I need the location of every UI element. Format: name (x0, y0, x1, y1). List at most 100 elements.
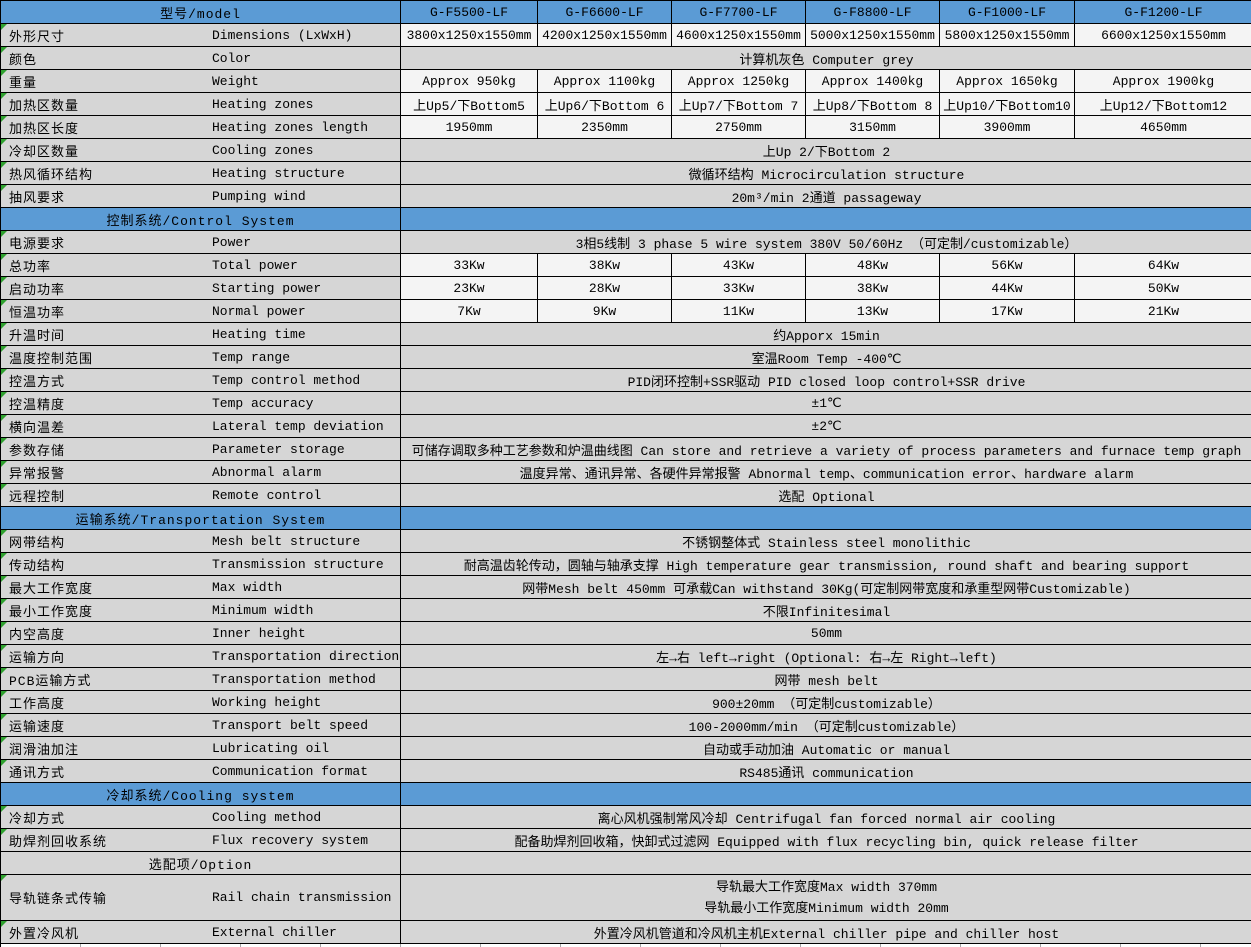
value-cell: 上Up8/下Bottom 8 (805, 93, 939, 115)
row-label: 抽风要求 Pumping wind (1, 185, 400, 207)
model-header-cell: G-F6600-LF (537, 1, 671, 23)
row-label: 加热区数量 Heating zones (1, 93, 400, 115)
value-cell: 48Kw (805, 254, 939, 276)
value-cell: 3150mm (805, 116, 939, 138)
option-empty-cell (400, 852, 1251, 874)
value-cell: Approx 1250kg (671, 70, 805, 92)
row-label: 外置冷风机 External chiller (1, 921, 400, 943)
row-label-en: Transport belt speed (212, 717, 369, 733)
table-row: 润滑油加注 Lubricating oil 自动或手动加油 Automatic or… (1, 737, 1251, 760)
value-cell: 2750mm (671, 116, 805, 138)
value-span-cell: 左→右 left→right (Optional: 右→左 Right→left… (400, 645, 1251, 667)
value-span-cell: 可储存调取多种工艺参数和炉温曲线图 Can store and retrieve… (400, 438, 1251, 460)
value-span-cell: ±2℃ (400, 415, 1251, 437)
row-label-zh: 外形尺寸 (9, 29, 66, 45)
row-label: 传动结构 Transmission structure (1, 553, 400, 575)
row-label: 最大工作宽度 Max width (1, 576, 400, 598)
value-span-cell: 不锈钢整体式 Stainless steel monolithic (400, 530, 1251, 552)
row-label-zh: 冷却方式 (9, 811, 66, 827)
row-label-zh: 外置冷风机 (9, 926, 80, 942)
excel-flag-triangle-icon (1, 760, 7, 766)
table-row: 工作高度 Working height 900±20mm （可定制customiza… (1, 691, 1251, 714)
row-label-zh: 升温时间 (9, 328, 66, 344)
value-span-cell: 自动或手动加油 Automatic or manual (400, 737, 1251, 759)
excel-flag-triangle-icon (1, 645, 7, 651)
value-cell: 上Up12/下Bottom12 (1074, 93, 1251, 115)
table-row: 温度控制范围 Temp range 室温Room Temp -400℃ (1, 346, 1251, 369)
row-label-en: Transmission structure (212, 556, 384, 572)
value-span-cell: 900±20mm （可定制customizable） (400, 691, 1251, 713)
section-header-spacer-cell (400, 208, 1251, 230)
value-span-cell: 配备助焊剂回收箱，快卸式过滤网 Equipped with flux recyc… (400, 829, 1251, 851)
value-span-cell: 选配 Optional (400, 484, 1251, 506)
row-label: 最小工作宽度 Minimum width (1, 599, 400, 621)
row-label-zh: 工作高度 (9, 696, 66, 712)
value-cell: 17Kw (939, 300, 1074, 322)
row-label-zh: 颜色 (9, 52, 38, 68)
row-label-zh: 启动功率 (9, 282, 66, 298)
value-cell: 5800x1250x1550mm (939, 24, 1074, 46)
excel-flag-triangle-icon (1, 875, 7, 881)
row-label-en: Total power (212, 257, 298, 273)
section-header-spacer-cell (400, 507, 1251, 529)
row-label-zh: 加热区长度 (9, 121, 80, 137)
row-label-zh: 参数存储 (9, 443, 66, 459)
excel-flag-triangle-icon (1, 231, 7, 237)
value-cell: 64Kw (1074, 254, 1251, 276)
value-span-cell: 50mm (400, 622, 1251, 644)
value-cell: 5000x1250x1550mm (805, 24, 939, 46)
row-label-zh: 恒温功率 (9, 305, 66, 321)
row-label-en: Temp range (212, 349, 291, 365)
table-row: 网带结构 Mesh belt structure 不锈钢整体式 Stainless … (1, 530, 1251, 553)
table-row: 重量 Weight Approx 950kg Approx 1100kg Approx … (1, 70, 1251, 93)
row-label-zh: 最小工作宽度 (9, 604, 94, 620)
row-label: 工作高度 Working height (1, 691, 400, 713)
row-label-zh: 运输速度 (9, 719, 66, 735)
section-header-row: 控制系统/Control System (1, 208, 1251, 231)
option-section-row: 选配项/Option (1, 852, 1251, 875)
value-span-cell: ±1℃ (400, 392, 1251, 414)
row-label-zh: 控温方式 (9, 374, 66, 390)
row-label: 总功率 Total power (1, 254, 400, 276)
table-row: 通讯方式 Communication format RS485通讯 communic… (1, 760, 1251, 783)
row-label-zh: 内空高度 (9, 627, 66, 643)
value-cell: 28Kw (537, 277, 671, 299)
excel-flag-triangle-icon (1, 806, 7, 812)
row-label-en: Heating time (212, 326, 306, 342)
table-row: 外形尺寸 Dimensions (LxWxH) 3800x1250x1550mm 42… (1, 24, 1251, 47)
value-cell: 上Up10/下Bottom10 (939, 93, 1074, 115)
row-label-en: Lateral temp deviation (212, 418, 384, 434)
row-label-en: Pumping wind (212, 188, 306, 204)
value-cell: 上Up5/下Bottom5 (400, 93, 537, 115)
excel-flag-triangle-icon (1, 47, 7, 53)
row-label: 参数存储 Parameter storage (1, 438, 400, 460)
row-label-zh: 网带结构 (9, 535, 66, 551)
excel-flag-triangle-icon (1, 921, 7, 927)
row-label: 冷却区数量 Cooling zones (1, 139, 400, 161)
table-row: 启动功率 Starting power 23Kw 28Kw 33Kw 38Kw 44Kw 50… (1, 277, 1251, 300)
excel-flag-triangle-icon (1, 622, 7, 628)
value-line-2: 导轨最小工作宽度Minimum width 20mm (704, 900, 949, 916)
excel-flag-triangle-icon (1, 346, 7, 352)
row-label-en: Heating zones length (212, 119, 369, 135)
row-label-zh: 重量 (9, 75, 38, 91)
value-cell: 2350mm (537, 116, 671, 138)
value-span-cell: 导轨最大工作宽度Max width 370mm 导轨最小工作宽度Minimum w… (400, 875, 1251, 920)
value-span-cell: 100-2000mm/min （可定制customizable） (400, 714, 1251, 736)
excel-flag-triangle-icon (1, 691, 7, 697)
row-label-zh: 抽风要求 (9, 190, 66, 206)
excel-flag-triangle-icon (1, 392, 7, 398)
section-title: 控制系统/Control System (106, 213, 295, 229)
value-cell: Approx 1650kg (939, 70, 1074, 92)
value-cell: Approx 1100kg (537, 70, 671, 92)
table-row: 颜色 Color 计算机灰色 Computer grey (1, 47, 1251, 70)
row-label: 冷却方式 Cooling method (1, 806, 400, 828)
excel-flag-triangle-icon (1, 185, 7, 191)
row-label-en: External chiller (212, 924, 337, 940)
row-label-zh: 润滑油加注 (9, 742, 80, 758)
excel-flag-triangle-icon (1, 24, 7, 30)
table-row: 异常报警 Abnormal alarm 温度异常、通讯异常、各硬件异常报警 Abno… (1, 461, 1251, 484)
row-label: 电源要求 Power (1, 231, 400, 253)
value-cell: 13Kw (805, 300, 939, 322)
row-label-en: Dimensions (LxWxH) (212, 27, 353, 43)
